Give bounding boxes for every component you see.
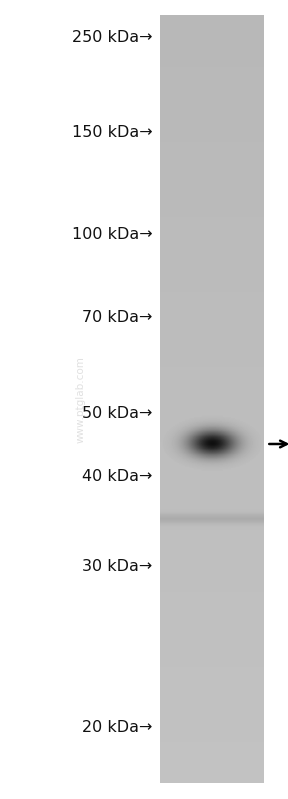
Text: 70 kDa→: 70 kDa→ xyxy=(82,310,153,325)
Text: 40 kDa→: 40 kDa→ xyxy=(82,469,153,483)
Text: 30 kDa→: 30 kDa→ xyxy=(82,559,153,574)
Text: 100 kDa→: 100 kDa→ xyxy=(72,227,153,242)
Text: www.ptglab.com: www.ptglab.com xyxy=(76,356,86,443)
Text: 50 kDa→: 50 kDa→ xyxy=(82,406,153,421)
Text: 150 kDa→: 150 kDa→ xyxy=(72,125,153,140)
Text: 20 kDa→: 20 kDa→ xyxy=(82,720,153,735)
Text: 250 kDa→: 250 kDa→ xyxy=(72,30,153,45)
